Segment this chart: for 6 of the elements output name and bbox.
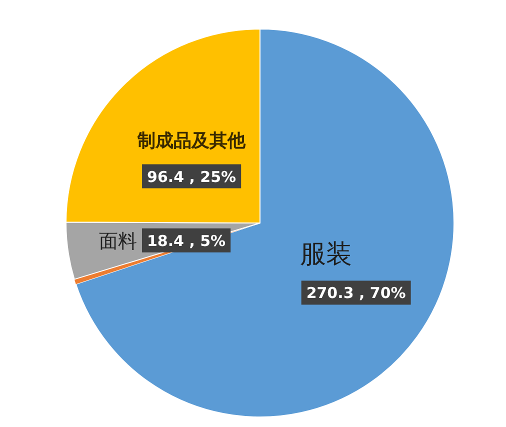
slice-label: 服装 <box>300 240 352 270</box>
slice-label: 面料 <box>98 230 137 252</box>
data-label: 270.3 , 70% <box>306 284 406 302</box>
data-label: 96.4 , 25% <box>147 168 236 186</box>
slice-label: 制成品及其他 <box>136 130 247 152</box>
data-label: 18.4 , 5% <box>146 232 226 250</box>
